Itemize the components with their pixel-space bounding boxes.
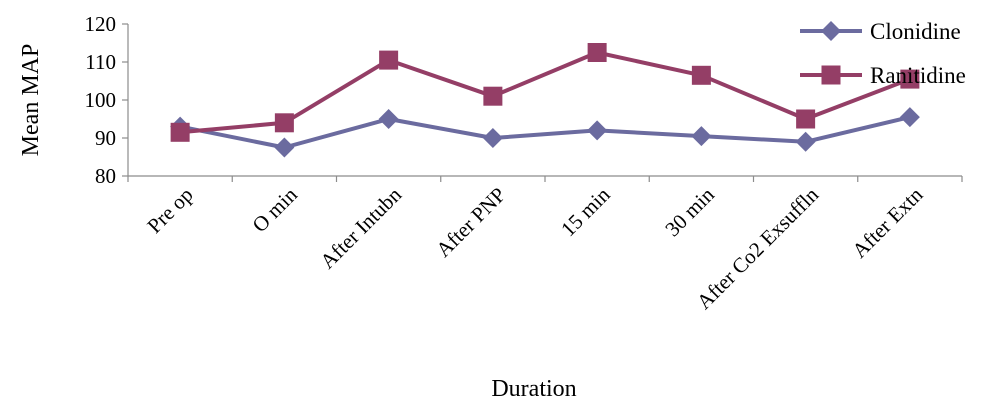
data-point-ranitidine [170, 122, 190, 142]
y-tick-label: 120 [85, 12, 117, 36]
x-axis-title: Duration [491, 376, 576, 402]
series-line-ranitidine [179, 50, 911, 135]
legend-marker [821, 21, 841, 41]
x-tick-label: 15 min [556, 182, 615, 241]
data-point-clonidine [482, 128, 503, 148]
x-tick-label: O min [247, 182, 302, 237]
data-point-clonidine [691, 126, 712, 147]
x-tick-label: After PNP [431, 183, 510, 262]
series-group [170, 43, 920, 158]
y-tick-label: 80 [95, 164, 116, 188]
legend-marker [821, 65, 841, 85]
legend: Clonidine Ranitidine [800, 19, 966, 88]
data-point-clonidine [899, 107, 920, 128]
legend-label: Clonidine [870, 19, 961, 44]
legend-item-ranitidine: Ranitidine [800, 63, 966, 88]
y-axis-ticks: 80 90 100 110 120 [85, 12, 128, 188]
data-point-clonidine [378, 109, 399, 129]
y-tick-label: 110 [85, 50, 116, 74]
legend-label: Ranitidine [870, 63, 966, 88]
y-tick-label: 90 [95, 126, 116, 150]
series-ranitidine [170, 43, 920, 142]
data-point-clonidine [274, 137, 295, 158]
data-point-ranitidine [483, 86, 503, 106]
y-axis-title: Mean MAP [18, 44, 44, 157]
data-point-clonidine [587, 120, 608, 141]
chart-axes [127, 24, 962, 177]
series-clonidine [170, 107, 920, 158]
series-line-clonidine [179, 115, 911, 150]
data-point-ranitidine [796, 109, 816, 129]
y-tick-label: 100 [85, 88, 117, 112]
data-point-ranitidine [379, 50, 399, 70]
x-tick-label: 30 min [660, 182, 719, 241]
data-point-clonidine [795, 131, 816, 152]
x-tick-label: Pre op [142, 183, 197, 238]
data-point-ranitidine [691, 65, 711, 85]
x-tick-label: After Intubn [315, 182, 406, 273]
legend-item-clonidine: Clonidine [800, 19, 961, 44]
data-point-ranitidine [274, 113, 294, 133]
data-point-ranitidine [587, 43, 607, 62]
data-point-ranitidine [900, 69, 920, 89]
x-tick-label: After Extn [847, 182, 927, 262]
x-axis-ticks: Pre op O min After Intubn After PNP 15 min 30… [127, 176, 963, 314]
